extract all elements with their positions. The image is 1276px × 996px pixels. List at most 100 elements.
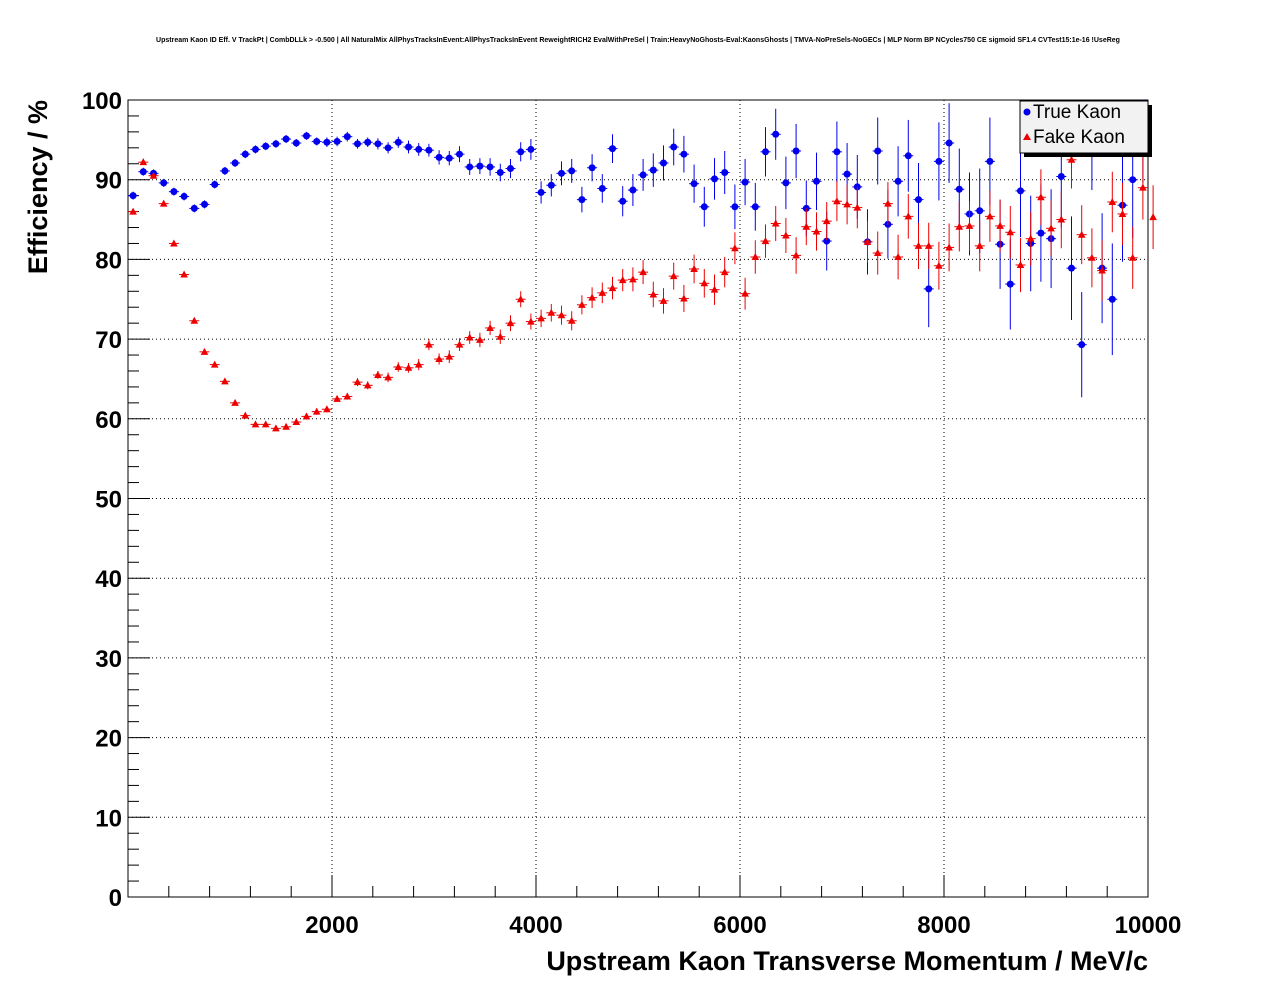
data-point	[578, 196, 586, 204]
data-point	[1006, 280, 1014, 288]
data-point	[414, 360, 423, 368]
data-point	[1088, 253, 1096, 261]
data-point	[374, 370, 382, 378]
data-point	[567, 316, 576, 324]
data-point	[404, 363, 413, 371]
data-point	[129, 207, 137, 215]
x-tick-label: 2000	[305, 912, 358, 939]
data-point	[741, 289, 749, 297]
data-point	[292, 139, 300, 147]
data-point	[292, 417, 301, 425]
legend-marker-fake-kaon	[1023, 133, 1031, 140]
data-point	[986, 212, 994, 220]
y-tick-label: 50	[95, 487, 122, 514]
data-point	[231, 159, 239, 167]
data-point	[506, 319, 515, 327]
data-point	[751, 253, 760, 261]
data-point	[201, 200, 208, 208]
data-point	[1108, 295, 1116, 303]
legend-label-true-kaon: True Kaon	[1033, 102, 1121, 123]
data-point	[190, 204, 198, 212]
data-point	[792, 251, 800, 259]
data-point	[476, 162, 484, 170]
data-point	[1068, 264, 1075, 272]
data-point	[904, 212, 913, 220]
data-point	[507, 165, 514, 173]
data-point	[374, 140, 382, 148]
data-point	[537, 314, 545, 322]
data-point	[211, 180, 219, 188]
data-point	[384, 144, 392, 152]
x-tick-label: 4000	[509, 912, 562, 939]
data-point	[170, 188, 178, 196]
data-point	[1098, 266, 1106, 274]
data-point	[496, 332, 505, 340]
data-point	[680, 294, 688, 302]
data-point	[537, 188, 545, 196]
y-tick-label: 60	[95, 407, 122, 434]
data-point	[261, 420, 270, 428]
y-axis: 0 10 20 30 40 50 60 70 80 90 100	[82, 88, 150, 912]
data-point	[659, 296, 668, 304]
data-point	[976, 207, 984, 215]
data-point	[618, 276, 627, 284]
chart-title: Upstream Kaon ID Eff. V TrackPt | CombDL…	[156, 37, 1120, 44]
data-point	[354, 140, 361, 148]
data-point	[159, 199, 168, 207]
data-point	[210, 360, 219, 368]
data-point	[394, 138, 402, 146]
data-point	[690, 264, 698, 272]
data-point	[384, 373, 392, 381]
data-point	[771, 219, 780, 227]
y-tick-label: 100	[82, 88, 122, 115]
x-axis-label: Upstream Kaon Transverse Momentum / MeV/…	[546, 946, 1148, 976]
data-point	[598, 288, 607, 296]
data-point	[1108, 198, 1117, 206]
data-point	[516, 295, 525, 303]
legend-marker-true-kaon	[1023, 108, 1031, 116]
data-point	[343, 392, 352, 400]
data-point	[782, 179, 790, 187]
plot-area	[128, 100, 1157, 432]
data-point	[884, 199, 892, 207]
data-point	[904, 152, 912, 160]
data-point	[455, 340, 464, 348]
data-point	[139, 168, 147, 176]
data-point	[629, 275, 637, 283]
data-point	[313, 137, 321, 145]
data-point	[568, 167, 576, 175]
x-tick-label: 6000	[713, 912, 766, 939]
data-point	[323, 138, 331, 146]
data-point	[578, 300, 586, 308]
legend-box	[1019, 100, 1149, 154]
data-point	[180, 192, 188, 200]
data-point	[558, 169, 565, 177]
x-tick-label: 8000	[917, 912, 970, 939]
data-point	[323, 405, 331, 413]
data-point	[894, 177, 902, 185]
data-point	[1128, 253, 1137, 261]
data-point	[1129, 176, 1137, 184]
data-point	[649, 166, 657, 174]
data-point	[221, 377, 229, 385]
data-point	[986, 157, 994, 165]
data-point	[1139, 183, 1147, 191]
data-point	[853, 203, 862, 211]
data-point	[1006, 228, 1015, 236]
data-point	[465, 333, 474, 341]
y-tick-label: 90	[95, 168, 122, 195]
data-point	[925, 285, 933, 293]
data-point	[333, 394, 341, 402]
data-point	[466, 163, 474, 171]
data-point	[180, 270, 188, 278]
data-point	[251, 420, 260, 428]
data-point	[476, 335, 484, 343]
data-point	[915, 196, 922, 204]
data-point	[221, 167, 229, 175]
data-point	[170, 239, 178, 247]
data-point	[608, 284, 617, 292]
data-point	[700, 279, 709, 287]
data-point	[364, 138, 372, 146]
data-point	[435, 153, 443, 161]
